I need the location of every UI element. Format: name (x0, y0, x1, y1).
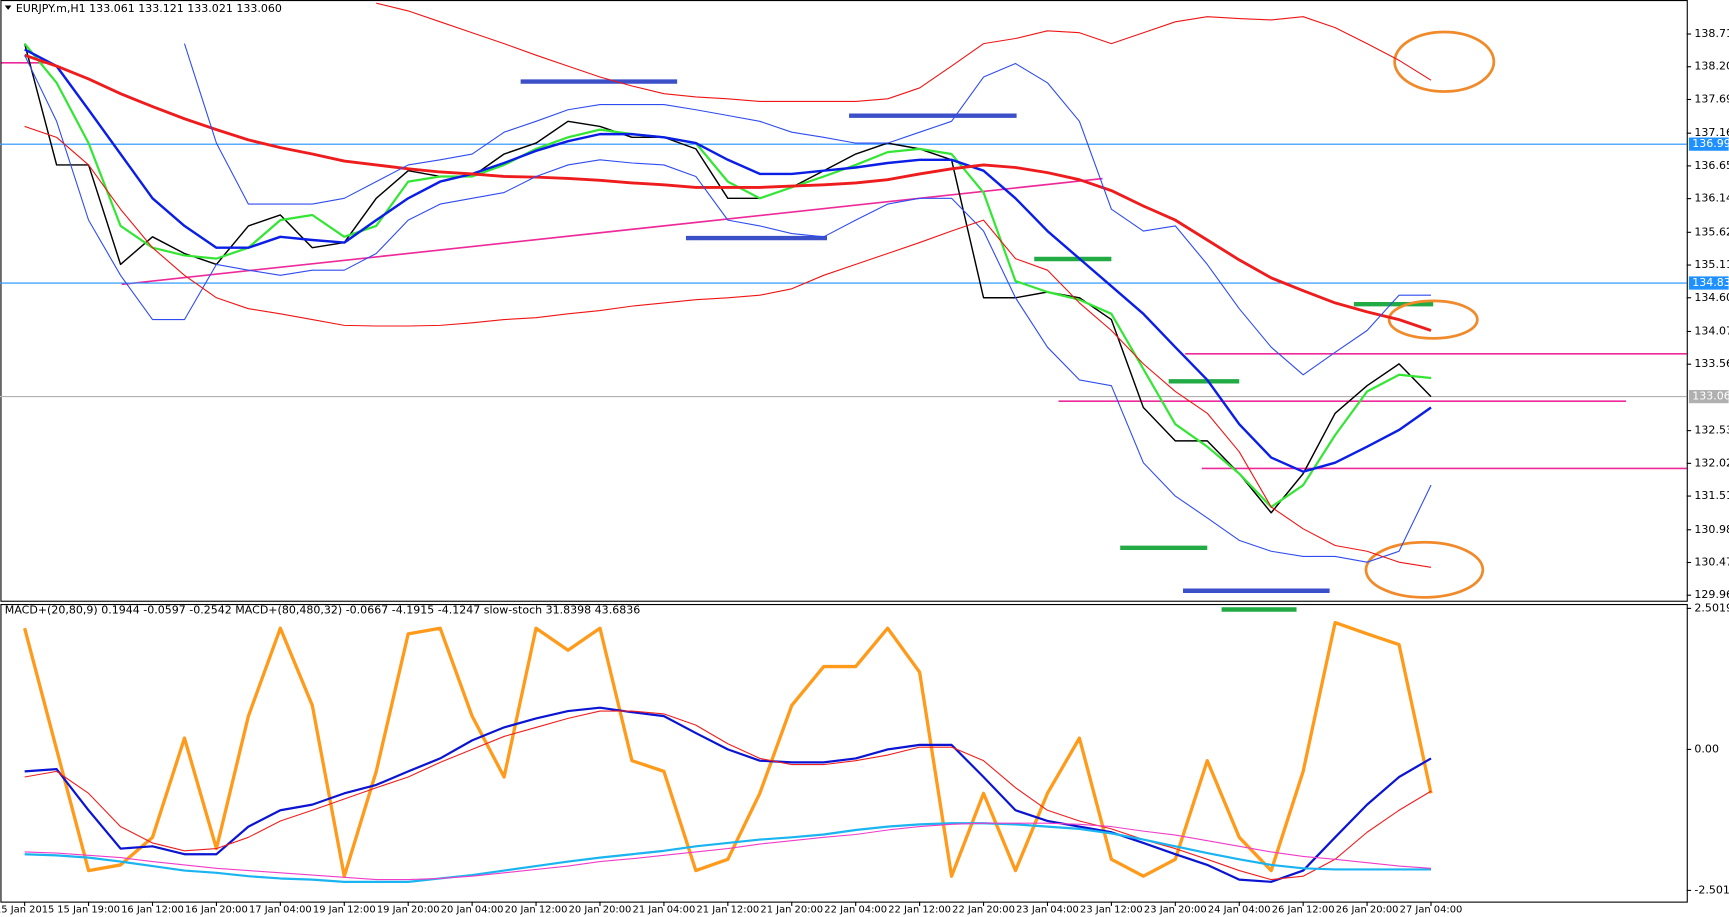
x-tick-label: 23 Jan 20:00 (1144, 904, 1207, 915)
series-line (24, 125, 1432, 568)
y-tick-label: 135.620 (1694, 225, 1729, 238)
indicator-panel-frame (0, 603, 1688, 903)
y-tick-label: 132.530 (1694, 424, 1729, 437)
chart-title: EURJPY.m,H1 133.061 133.121 133.021 133.… (16, 2, 282, 15)
menu-arrow (4, 5, 12, 10)
y-tick-label: 134.600 (1694, 291, 1729, 304)
x-tick-label: 27 Jan 04:00 (1400, 904, 1463, 915)
x-tick-label: 16 Jan 20:00 (185, 904, 248, 915)
price-label: 136.994 (1692, 137, 1729, 150)
x-tick-label: 20 Jan 12:00 (505, 904, 568, 915)
y-tick-label: 134.075 (1694, 324, 1729, 337)
y-tick-label: 133.565 (1694, 357, 1729, 370)
y-tick-label: 137.690 (1694, 92, 1729, 105)
x-tick-label: 23 Jan 04:00 (1016, 904, 1079, 915)
x-tick-label: 23 Jan 12:00 (1080, 904, 1143, 915)
x-tick-label: 26 Jan 20:00 (1336, 904, 1399, 915)
x-tick-label: 16 Jan 12:00 (121, 904, 184, 915)
x-tick-label: 17 Jan 04:00 (249, 904, 312, 915)
indicator-title: MACD+(20,80,9) 0.1944 -0.0597 -0.2542 MA… (5, 604, 640, 617)
y-tick-label: -2.5019 (1694, 883, 1729, 896)
x-tick-label: 19 Jan 20:00 (377, 904, 440, 915)
y-tick-label: 138.200 (1694, 60, 1729, 73)
highlight-circle (1393, 30, 1496, 93)
y-tick-label: 136.145 (1694, 192, 1729, 205)
highlight-circle (1364, 540, 1485, 599)
y-tick-label: 130.985 (1694, 523, 1729, 536)
main-panel-frame (0, 0, 1688, 602)
x-tick-label: 19 Jan 12:00 (313, 904, 376, 915)
price-label-box (1688, 389, 1729, 404)
y-tick-label: 129.965 (1694, 588, 1729, 601)
y-tick-label: 132.020 (1694, 456, 1729, 469)
x-tick-label: 22 Jan 04:00 (824, 904, 887, 915)
x-tick-label: 22 Jan 12:00 (888, 904, 951, 915)
y-tick-label: 2.5019 (1694, 601, 1729, 614)
x-tick-label: 21 Jan 04:00 (633, 904, 696, 915)
series-line (24, 706, 1432, 883)
series-line (376, 2, 1432, 102)
price-label-box (1688, 137, 1729, 151)
series-line (24, 48, 1432, 473)
trend-line (121, 177, 1103, 286)
annotations (0, 30, 1687, 612)
series-line (23, 620, 1433, 878)
x-tick-label: 22 Jan 20:00 (952, 904, 1015, 915)
y-tick-label: 138.710 (1694, 27, 1729, 40)
price-label: 133.060 (1692, 390, 1729, 403)
y-tick-label: 131.510 (1694, 489, 1729, 502)
series-line (24, 822, 1432, 881)
x-tick-label: 26 Jan 12:00 (1272, 904, 1335, 915)
x-tick-label: 20 Jan 04:00 (441, 904, 504, 915)
price-label: 134.830 (1692, 276, 1729, 289)
x-tick-label: 24 Jan 04:00 (1208, 904, 1271, 915)
y-tick-label: 130.475 (1694, 555, 1729, 568)
highlight-circle (1387, 299, 1479, 340)
series-line (24, 54, 1432, 563)
series-line (23, 43, 1432, 514)
y-tick-label: 137.165 (1694, 126, 1729, 139)
y-tick-label: 0.00 (1694, 742, 1719, 755)
series-line (24, 710, 1432, 881)
series-line (24, 822, 1432, 883)
series-line (183, 43, 1432, 376)
x-tick-label: 15 Jan 19:00 (57, 904, 120, 915)
x-tick-label: 21 Jan 20:00 (760, 904, 823, 915)
price-label-box (1688, 276, 1729, 290)
y-tick-label: 135.110 (1694, 258, 1729, 271)
series-line (24, 53, 1432, 332)
x-tick-label: 15 Jan 2015 (0, 904, 54, 915)
series-line (23, 42, 1432, 509)
x-tick-label: 20 Jan 20:00 (569, 904, 632, 915)
y-tick-label: 136.655 (1694, 159, 1729, 172)
x-tick-label: 21 Jan 12:00 (696, 904, 759, 915)
